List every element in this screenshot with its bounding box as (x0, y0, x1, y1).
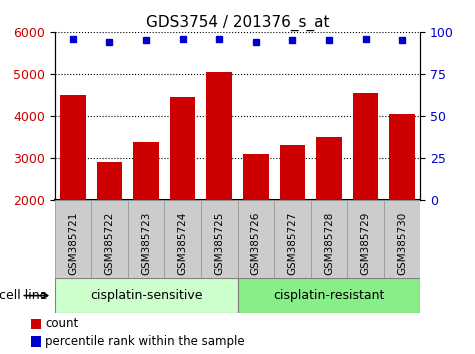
Bar (31, 319, 41, 329)
Text: cisplatin-resistant: cisplatin-resistant (273, 289, 385, 302)
Bar (384, 200, 420, 278)
Bar (133, 142, 159, 284)
Text: count: count (45, 318, 78, 330)
Bar (238, 278, 420, 313)
Bar (347, 200, 384, 278)
Bar (55, 200, 91, 278)
Text: GSM385728: GSM385728 (324, 212, 334, 275)
Bar (31, 336, 41, 347)
Bar (280, 145, 305, 284)
Bar (274, 200, 311, 278)
Bar (238, 200, 274, 278)
Text: GSM385722: GSM385722 (104, 212, 114, 275)
Bar (353, 93, 378, 284)
Text: cell line: cell line (0, 289, 48, 302)
Text: GSM385727: GSM385727 (287, 212, 297, 275)
Bar (243, 154, 268, 284)
Text: GSM385729: GSM385729 (361, 212, 370, 275)
Bar (311, 200, 347, 278)
Text: percentile rank within the sample: percentile rank within the sample (45, 335, 245, 348)
Text: cisplatin-sensitive: cisplatin-sensitive (90, 289, 202, 302)
Bar (128, 200, 164, 278)
Bar (91, 200, 128, 278)
Text: GSM385730: GSM385730 (397, 212, 407, 275)
Text: GSM385721: GSM385721 (68, 212, 78, 275)
Bar (316, 137, 342, 284)
Text: GSM385725: GSM385725 (214, 212, 224, 275)
Text: GSM385726: GSM385726 (251, 212, 261, 275)
Bar (201, 200, 238, 278)
Bar (390, 114, 415, 284)
Title: GDS3754 / 201376_s_at: GDS3754 / 201376_s_at (146, 14, 329, 30)
Text: GSM385723: GSM385723 (141, 212, 151, 275)
Text: GSM385724: GSM385724 (178, 212, 188, 275)
Bar (55, 278, 238, 313)
Bar (207, 72, 232, 284)
Bar (60, 95, 86, 284)
Bar (164, 200, 201, 278)
Bar (170, 97, 195, 284)
Bar (97, 162, 122, 284)
